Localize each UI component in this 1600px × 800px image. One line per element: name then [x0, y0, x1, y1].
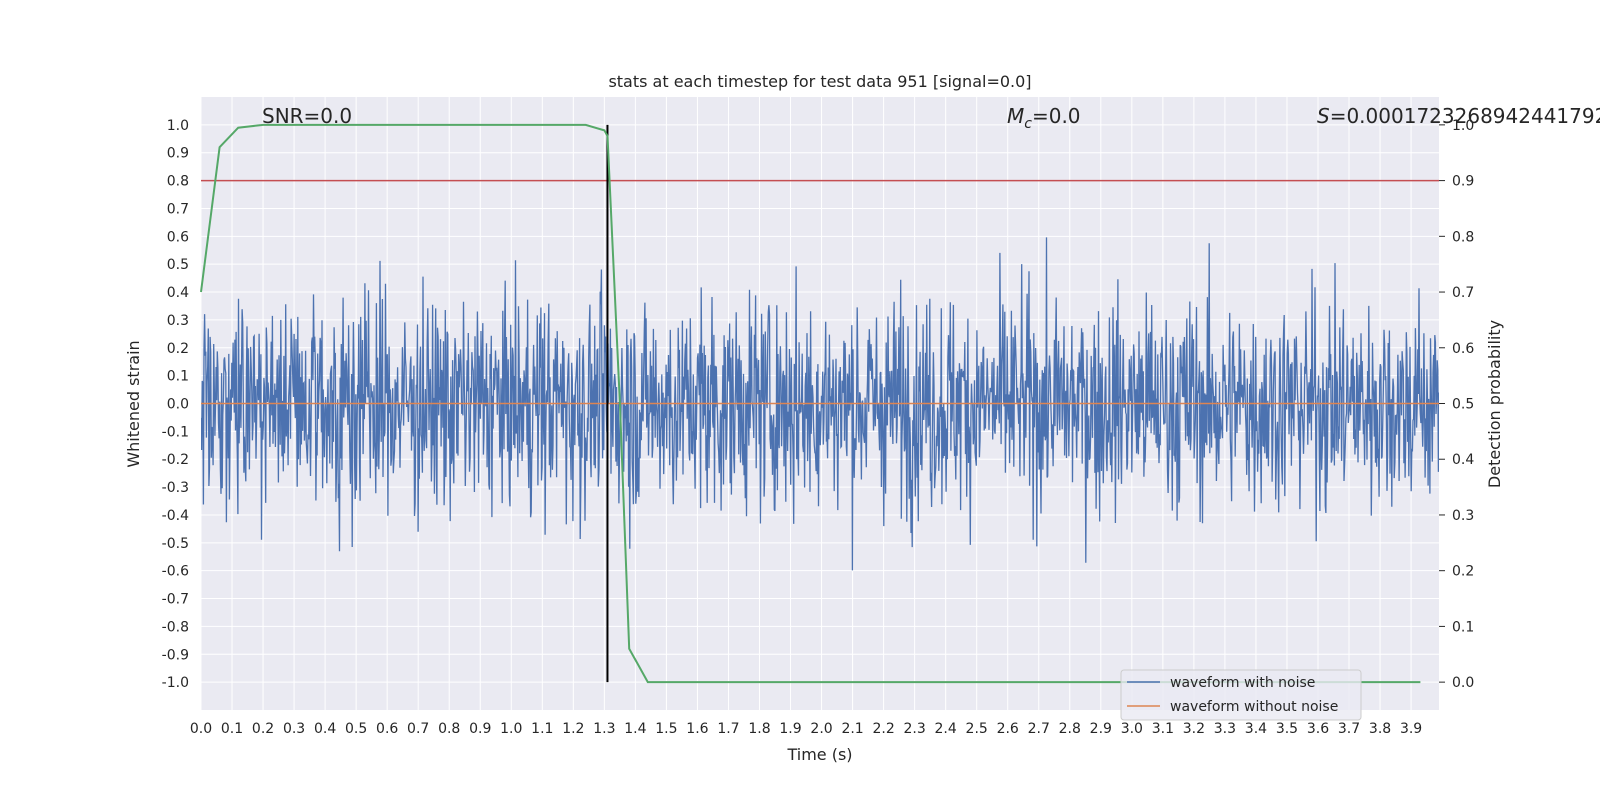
x-tick-label: 0.9: [469, 721, 491, 737]
y-tick-label: 0.8: [167, 174, 189, 190]
series-waveform-with-noise: [201, 237, 1439, 571]
y2-tick-label: 0.5: [1452, 397, 1474, 413]
y2-tick-label: 0.1: [1452, 619, 1474, 635]
x-tick-label: 1.8: [748, 721, 770, 737]
x-tick-label: 3.6: [1307, 721, 1329, 737]
y2-tick-label: 0.3: [1452, 508, 1474, 524]
x-tick-label: 1.4: [624, 721, 646, 737]
snr-annotation: SNR=0.0: [262, 104, 352, 128]
x-tick-label: 1.2: [562, 721, 584, 737]
x-tick-label: 1.6: [686, 721, 708, 737]
x-tick-label: 3.1: [1152, 721, 1174, 737]
y2-tick-label: 0.9: [1452, 174, 1474, 190]
x-tick-label: 2.5: [966, 721, 988, 737]
x-tick-label: 0.4: [314, 721, 336, 737]
noise-waveform-line: [201, 237, 1439, 571]
x-tick-label: 2.8: [1059, 721, 1081, 737]
x-tick-label: 2.0: [810, 721, 832, 737]
x-tick-label: 3.5: [1276, 721, 1298, 737]
x-tick-label: 3.0: [1121, 721, 1143, 737]
y-tick-label: -1.0: [162, 675, 189, 691]
x-tick-label: 1.9: [779, 721, 801, 737]
x-tick-label: 3.2: [1183, 721, 1205, 737]
y2-tick-label: 0.6: [1452, 341, 1474, 357]
x-tick-label: 3.7: [1338, 721, 1360, 737]
x-tick-label: 0.0: [190, 721, 212, 737]
x-tick-label: 2.9: [1090, 721, 1112, 737]
series-detection-probability: [200, 123, 1421, 684]
x-tick-label: 1.1: [531, 721, 553, 737]
x-tick-label: 0.3: [283, 721, 305, 737]
x-tick-label: 2.2: [872, 721, 894, 737]
y-tick-label: 1.0: [167, 118, 189, 134]
y-tick-label: 0.4: [167, 285, 189, 301]
legend: waveform with noise waveform without noi…: [1120, 669, 1362, 721]
y-tick-label: 0.9: [167, 146, 189, 162]
x-tick-label: 1.7: [717, 721, 739, 737]
x-tick-label: 0.5: [345, 721, 367, 737]
y-tick-label: -0.2: [162, 452, 189, 468]
y-axis-ticks: 1.0 0.9 0.8 0.7 0.6 0.5 0.4 0.3 0.2 0.1 0.0 -0.1 -0.…: [162, 118, 189, 691]
y-tick-label: 0.5: [167, 257, 189, 273]
y-tick-label: -0.4: [162, 508, 189, 524]
legend-box: [1120, 669, 1362, 721]
x-tick-label: 2.3: [904, 721, 926, 737]
x-tick-label: 3.9: [1400, 721, 1422, 737]
y2-tick-label: 0.7: [1452, 285, 1474, 301]
y-tick-label: -0.1: [162, 424, 189, 440]
x-tick-label: 0.7: [407, 721, 429, 737]
x-tick-label: 2.4: [935, 721, 957, 737]
x-tick-label: 1.5: [655, 721, 677, 737]
y-tick-label: -0.8: [162, 619, 189, 635]
x-tick-label: 2.1: [841, 721, 863, 737]
mc-value: =0.0: [1032, 104, 1081, 128]
y-tick-label: 0.1: [167, 369, 189, 385]
mc-annotation: Mc=0.0: [1007, 104, 1081, 132]
s-symbol: S: [1317, 104, 1330, 128]
x-tick-label: 2.6: [997, 721, 1019, 737]
y-tick-label: -0.5: [162, 536, 189, 552]
y2-axis-label: Detection probability: [1485, 320, 1504, 488]
x-axis-label: Time (s): [786, 745, 852, 764]
x-tick-label: 3.3: [1214, 721, 1236, 737]
x-tick-label: 0.6: [376, 721, 398, 737]
chart-title: stats at each timestep for test data 951…: [608, 72, 1031, 91]
y-tick-label: 0.0: [167, 397, 189, 413]
y2-tick-label: 0.0: [1452, 675, 1474, 691]
y-tick-label: 0.6: [167, 229, 189, 245]
legend-label-noise: waveform with noise: [1170, 675, 1315, 691]
x-tick-label: 1.0: [500, 721, 522, 737]
y2-tick-label: 1.0: [1452, 118, 1474, 134]
x-axis-ticks: 0.0 0.1 0.2 0.3 0.4 0.5 0.6 0.7 0.8 0.9 1.0 1.1 1.2 1…: [190, 721, 1422, 737]
x-tick-label: 3.4: [1245, 721, 1267, 737]
y-axis-label: Whitened strain: [124, 340, 143, 467]
y-tick-label: -0.3: [162, 480, 189, 496]
y2-tick-label: 0.8: [1452, 229, 1474, 245]
x-tick-label: 0.2: [252, 721, 274, 737]
y-tick-label: 0.2: [167, 341, 189, 357]
y2-axis-ticks: 1.0 0.9 0.8 0.7 0.6 0.5 0.4 0.3 0.2 0.1 0.0: [1439, 118, 1474, 691]
x-tick-label: 0.8: [438, 721, 460, 737]
y-tick-label: -0.6: [162, 564, 189, 580]
x-tick-label: 3.8: [1369, 721, 1391, 737]
s-annotation: S=0.00017232689424417925: [1317, 104, 1600, 128]
x-tick-label: 0.1: [221, 721, 243, 737]
x-tick-label: 2.7: [1028, 721, 1050, 737]
mc-subscript: c: [1024, 116, 1032, 132]
y-tick-label: 0.7: [167, 201, 189, 217]
y-tick-label: -0.7: [162, 592, 189, 608]
legend-label-clean: waveform without noise: [1170, 699, 1338, 715]
y-tick-label: -0.9: [162, 647, 189, 663]
x-tick-label: 1.3: [593, 721, 615, 737]
y2-tick-label: 0.2: [1452, 564, 1474, 580]
mc-symbol: M: [1007, 104, 1024, 128]
s-value: =0.00017232689424417925: [1330, 104, 1600, 128]
y2-tick-label: 0.4: [1452, 452, 1474, 468]
y-tick-label: 0.3: [167, 313, 189, 329]
probability-line: [200, 123, 1421, 684]
